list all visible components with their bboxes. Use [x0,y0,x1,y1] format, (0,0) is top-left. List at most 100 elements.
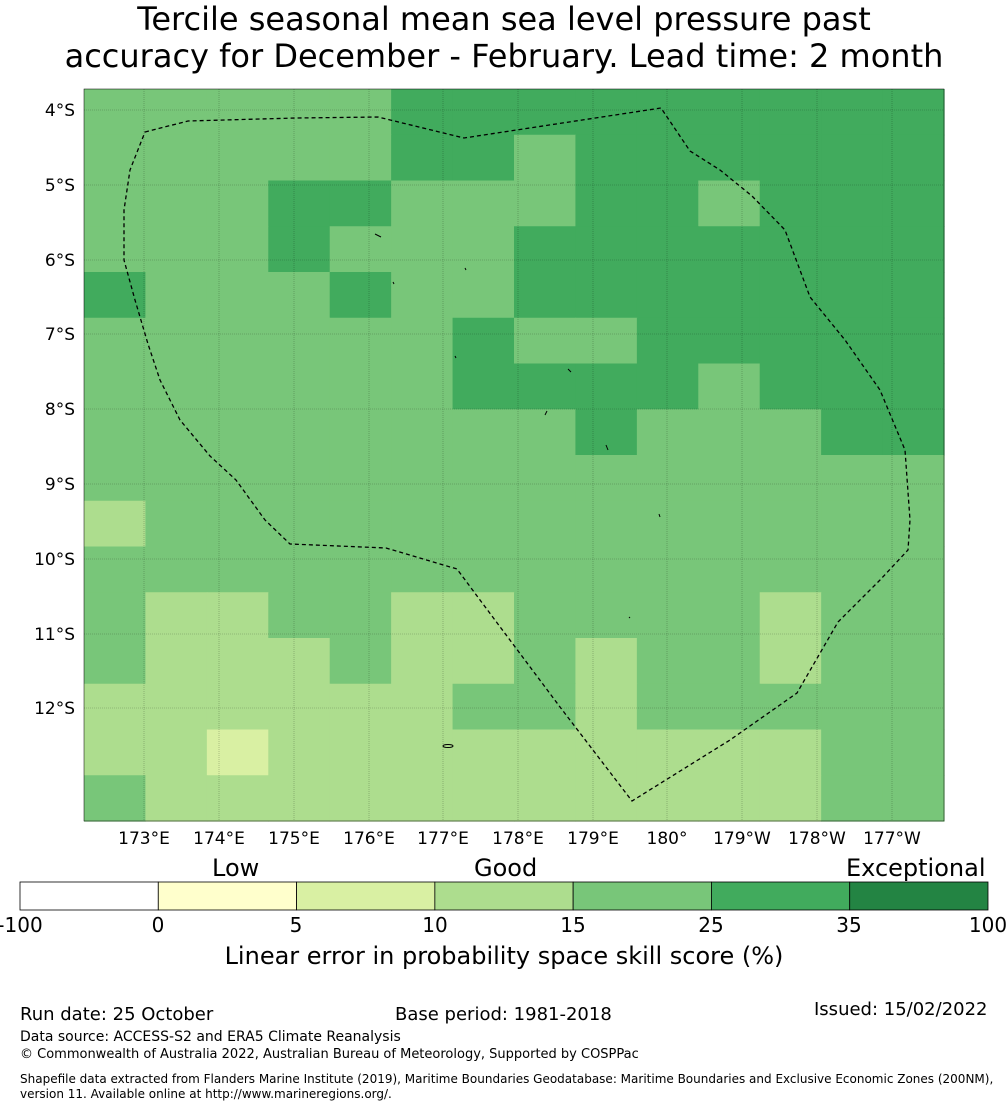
skill-cell [84,226,147,273]
map-frame [83,88,945,822]
skill-cell [391,775,454,822]
skill-cell [575,729,638,776]
colorbar-swatch [296,881,436,911]
longitude-labels: 173°E 174°E 175°E 176°E 177°E 178°E 179°E 180° 1… [118,829,921,849]
skill-cell [206,134,269,182]
skill-cell [329,363,392,410]
skill-cell [698,134,761,182]
skill-cell [145,272,208,319]
colorbar-label: Linear error in probability space skill … [224,942,784,970]
skill-cell [268,363,331,410]
skill-cell [698,409,761,456]
skill-cell [84,180,147,227]
skill-cell [698,180,761,227]
skill-cell [268,134,331,182]
skill-cell [452,775,515,822]
skill-cell [636,134,699,182]
skill-cell [329,89,392,136]
skill-cell [636,683,699,731]
skill-cell [759,455,822,502]
skill-cell [452,272,515,319]
skill-cell [821,592,884,639]
skill-cell [84,317,147,365]
base-period: Base period: 1981-2018 [395,1004,612,1025]
skill-cell [329,638,392,685]
skill-cell [514,638,577,685]
skill-cell [636,363,699,410]
skill-cell [391,226,454,273]
skill-cell [698,729,761,776]
skill-cell [145,455,208,502]
skill-cell [821,775,884,822]
skill-cell [206,180,269,227]
skill-cell [329,272,392,319]
skill-cell [145,134,208,182]
skill-cell [636,729,699,776]
skill-cell [575,546,638,593]
skill-cell [759,546,822,593]
skill-cell [882,775,945,822]
skill-cell [391,683,454,731]
island [544,410,548,416]
skill-cell [514,409,577,456]
skill-cell [575,409,638,456]
skill-cell [268,683,331,731]
longitude-label: 175°E [268,829,320,849]
skill-cell [514,317,577,365]
skill-cell [206,409,269,456]
skill-cell [452,546,515,593]
data-source: Data source: ACCESS-S2 and ERA5 Climate … [20,1029,401,1045]
skill-cell [514,363,577,410]
skill-cell [391,89,454,136]
skill-cell [268,317,331,365]
skill-cell [698,775,761,822]
colorbar-category-good: Good [474,854,538,882]
island [442,744,454,748]
skill-cell [145,546,208,593]
skill-cell [636,89,699,136]
skill-grid [84,89,945,822]
skill-cell [882,134,945,182]
skill-cell [821,134,884,182]
skill-cell [84,683,147,731]
skill-cell [759,134,822,182]
skill-cell [575,455,638,502]
skill-cell [391,592,454,639]
skill-cell [821,729,884,776]
eez-boundary [123,107,911,802]
skill-cell [514,775,577,822]
skill-cell [575,317,638,365]
skill-cell [821,500,884,548]
skill-cell [329,317,392,365]
skill-cell [391,500,454,548]
skill-cell [145,89,208,136]
skill-cell [268,638,331,685]
skill-cell [84,592,147,639]
skill-cell [84,89,147,136]
skill-cell [821,638,884,685]
latitude-label: 6°S [45,251,75,271]
skill-cell [145,592,208,639]
skill-cell [882,89,945,136]
skill-cell [268,409,331,456]
skill-cell [329,455,392,502]
skill-cell [698,638,761,685]
skill-cell [575,638,638,685]
colorbar-swatch [19,881,159,911]
skill-cell [821,89,884,136]
skill-cell [391,455,454,502]
skill-cell [698,272,761,319]
skill-cell [206,683,269,731]
skill-cell [882,180,945,227]
skill-cell [575,134,638,182]
skill-cell [759,409,822,456]
skill-cell [821,317,884,365]
latitude-label: 5°S [45,176,75,196]
skill-cell [882,272,945,319]
skill-cell [636,180,699,227]
longitude-label: 177°E [417,829,469,849]
skill-cell [206,729,269,776]
skill-cell [268,729,331,776]
skill-cell [882,363,945,410]
skill-cell [329,500,392,548]
